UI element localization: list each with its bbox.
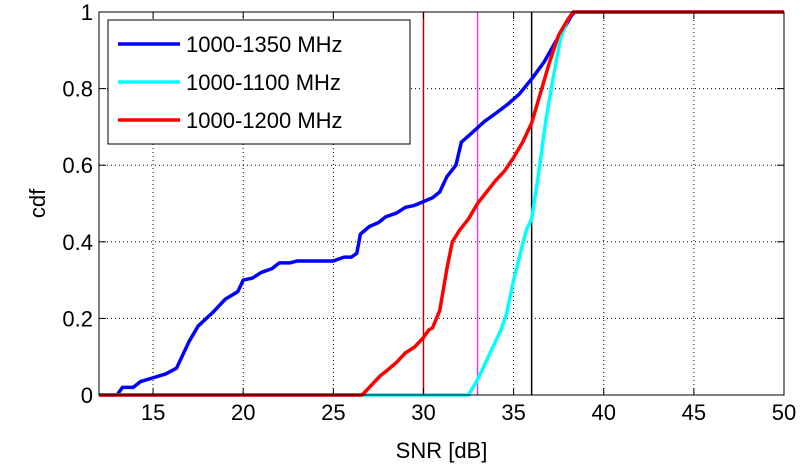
series-line-2	[99, 10, 784, 397]
y-tick-label: 0.2	[62, 306, 93, 331]
x-tick-label: 40	[591, 400, 615, 425]
x-tick-label: 35	[501, 400, 525, 425]
axes-border	[98, 11, 785, 396]
legend-entry-1: 1000-1100 MHz	[186, 70, 341, 95]
y-axis-label: cdf	[25, 188, 50, 218]
y-tick-label: 1	[81, 0, 93, 25]
x-tick-label: 15	[141, 400, 165, 425]
x-tick-label: 50	[772, 400, 796, 425]
y-tick-label: 0.8	[62, 77, 93, 102]
x-tick-label: 20	[231, 400, 255, 425]
series-line-0	[99, 10, 784, 397]
series-line-1	[99, 10, 784, 397]
x-tick-label: 45	[682, 400, 706, 425]
x-tick-label: 25	[321, 400, 345, 425]
x-tick-label: 30	[411, 400, 435, 425]
legend-entry-0: 1000-1350 MHz	[186, 32, 343, 57]
legend: 1000-1350 MHz 1000-1100 MHz 1000-1200 MHz	[107, 19, 411, 145]
x-axis-label: SNR [dB]	[396, 438, 488, 463]
y-tick-label: 0.6	[62, 153, 93, 178]
legend-entry-2: 1000-1200 MHz	[186, 108, 343, 133]
y-tick-label: 0	[81, 383, 93, 408]
y-tick-label: 0.4	[62, 230, 93, 255]
plot-area: 15 20 25 30 35 40 45 50 0 0.2 0.4 0.6 0.8 1 1000-1350 …	[62, 0, 796, 425]
